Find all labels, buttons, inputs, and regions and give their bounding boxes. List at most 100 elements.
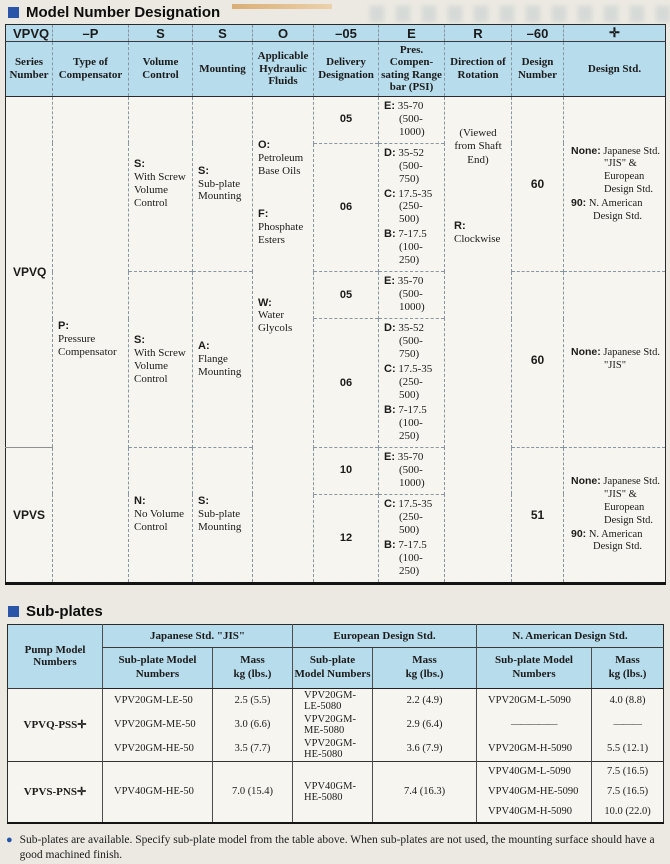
header-delivery-designation: Delivery Designation	[313, 41, 379, 97]
code-compensator: –P	[52, 24, 129, 42]
pres-range: 17.5-35	[398, 187, 433, 200]
pres-code: C:	[384, 187, 396, 200]
header-series-number: Series Number	[5, 41, 53, 97]
design-std-key: None:	[571, 346, 601, 359]
table-row: VPV20GM-HE-50 3.5 (7.7) VPV20GM-HE-5080 …	[8, 736, 664, 762]
pres-code: E:	[384, 99, 395, 112]
series-vpvq: VPVQ	[13, 264, 47, 279]
subplate-model: VPV40GM-L-5090	[476, 760, 592, 782]
pres-range-psi: (100-250)	[399, 241, 423, 267]
design-number-cell: 60	[511, 96, 564, 272]
header-design-number: Design Number	[511, 41, 564, 97]
subplate-mass: 7.0 (15.4)	[211, 760, 293, 823]
subplate-model: VPV40GM-HE-5090	[476, 781, 592, 802]
pres-range: 17.5-35	[398, 497, 433, 510]
subplate-model: VPV20GM-LE-50	[102, 688, 213, 713]
subplate-mass: 10.0 (22.0)	[591, 801, 664, 823]
delivery-cell: 05	[313, 271, 379, 319]
code-mounting: S	[192, 24, 253, 42]
subplate-mass: 2.9 (6.4)	[372, 712, 477, 737]
volume-code: S:	[134, 333, 145, 346]
design-number-cell: 51	[511, 446, 564, 584]
table-row: VPV20GM-ME-50 3.0 (6.6) VPV20GM-ME-5080 …	[8, 712, 664, 737]
design-std-cell: None: Japanese Std. "JIS"	[563, 271, 666, 448]
header-type-of-compensator: Type of Compensator	[52, 41, 129, 97]
design-number-cell: 60	[511, 271, 564, 448]
pres-range-psi: (100-250)	[399, 417, 423, 442]
fluid-text: Water Glycols	[258, 309, 293, 335]
header-row: Series Number Type of Compensator Volume…	[5, 41, 666, 97]
pres-range-psi: (500-1000)	[399, 463, 425, 489]
rotation-code: R:	[454, 219, 466, 232]
sub-plates-table: Pump Model Numbers Japanese Std. "JIS" E…	[7, 623, 665, 824]
design-std-text: N. American Design Std.	[588, 197, 643, 222]
table-row: VPVQ-PSS✛ VPV20GM-LE-50 2.5 (5.5) VPV20G…	[8, 688, 664, 731]
header-mass: Mass kg (lbs.)	[591, 647, 664, 689]
pres-range: 7-17.5	[398, 404, 427, 417]
design-std-key: 90:	[571, 196, 587, 209]
header-subplate-model: Sub-plate Model Numbers	[292, 647, 373, 689]
pres-range-cell: D: 35-52 (500-750) C: 17.5-35 (250-500) B:…	[378, 318, 445, 448]
pres-code: C:	[384, 497, 396, 510]
design-std-text: Japanese Std. "JIS"	[603, 347, 660, 372]
pres-code: E:	[384, 450, 395, 463]
rotation-cell: (Viewed from Shaft End) R: Clockwise	[444, 96, 512, 584]
pres-code: B:	[384, 404, 396, 417]
footnote: ● Sub-plates are available. Specify sub-…	[6, 833, 662, 864]
subplate-model: VPV40GM-H-5090	[476, 801, 592, 823]
group-japanese-std: Japanese Std. "JIS"	[101, 624, 293, 648]
subplate-mass: 5.5 (12.1)	[591, 736, 664, 762]
code-design-std-cross-icon: ✛	[563, 24, 666, 42]
mounting-code: A:	[198, 340, 210, 353]
subplate-mass: 3.5 (7.7)	[211, 736, 293, 762]
volume-text: No Volume Control	[134, 508, 185, 534]
pres-code: C:	[384, 363, 396, 376]
code-fluid: O	[252, 24, 314, 42]
mounting-cell: A: Flange Mounting	[192, 271, 253, 448]
blue-square-bullet-icon	[8, 605, 19, 617]
mounting-text: Sub-plate Mounting	[198, 508, 242, 534]
subplate-model: VPV20GM-LE-5080	[292, 688, 373, 713]
pres-range: 35-70	[397, 275, 424, 288]
series-vpvs: VPVS	[5, 446, 53, 584]
design-std-key: None:	[571, 475, 601, 488]
subplate-mass-empty: ———	[591, 712, 664, 737]
pres-range-psi: (250-500)	[399, 510, 423, 536]
mounting-cell: S: Sub-plate Mounting	[192, 96, 253, 272]
table-row: S: With Screw Volume Control A: Flange Mou…	[6, 271, 666, 448]
subplate-model: VPV20GM-ME-5080	[292, 712, 373, 737]
rotation-note: (Viewed from Shaft End)	[454, 126, 502, 167]
print-bleed-artifact	[232, 4, 332, 9]
section-title-text: Model Number Designation	[26, 4, 221, 21]
pres-range: 35-52	[398, 146, 425, 159]
code-series: VPVQ	[5, 24, 53, 42]
pres-range-psi: (250-500)	[399, 200, 423, 226]
code-rotation: R	[444, 24, 512, 42]
header-direction-of-rotation: Direction of Rotation	[444, 41, 512, 97]
compensator-cell: P: Pressure Compensator	[52, 96, 129, 584]
code-delivery: –05	[313, 24, 379, 42]
subplate-model: VPV20GM-H-5090	[476, 736, 592, 762]
header-mass: Mass kg (lbs.)	[211, 647, 293, 689]
mounting-code: S:	[198, 495, 209, 508]
volume-control-cell: N: No Volume Control	[128, 446, 193, 584]
pres-range-cell: C: 17.5-35 (250-500) B: 7-17.5 (100-250)	[378, 493, 445, 584]
pump-model-vpvs: VPVS-PNS✛	[7, 760, 103, 823]
subplate-model: VPV20GM-HE-50	[102, 736, 213, 762]
mounting-text: Flange Mounting	[198, 353, 242, 379]
fluid-code: W:	[258, 296, 272, 309]
compensator-code: P:	[58, 319, 69, 332]
mounting-cell: S: Sub-plate Mounting	[192, 446, 253, 584]
sub-header-row: Sub-plate Model Numbers Mass kg (lbs.) Su…	[8, 647, 664, 689]
subplate-mass: 7.5 (16.5)	[591, 760, 664, 782]
volume-text: With Screw Volume Control	[134, 171, 186, 209]
pres-range-psi: (100-250)	[399, 551, 423, 577]
table-row: VPVS-PNS✛ VPV40GM-HE-50 7.0 (15.4) VPV40…	[7, 760, 664, 823]
rotation-text: Clockwise	[454, 232, 501, 245]
header-mass: Mass kg (lbs.)	[372, 647, 477, 689]
pres-range-psi: (500-750)	[399, 335, 423, 361]
delivery-cell: 05	[313, 96, 379, 144]
fluid-code: F:	[258, 207, 269, 220]
pres-code: D:	[384, 146, 396, 159]
pres-range-psi: (500-1000)	[399, 288, 425, 314]
